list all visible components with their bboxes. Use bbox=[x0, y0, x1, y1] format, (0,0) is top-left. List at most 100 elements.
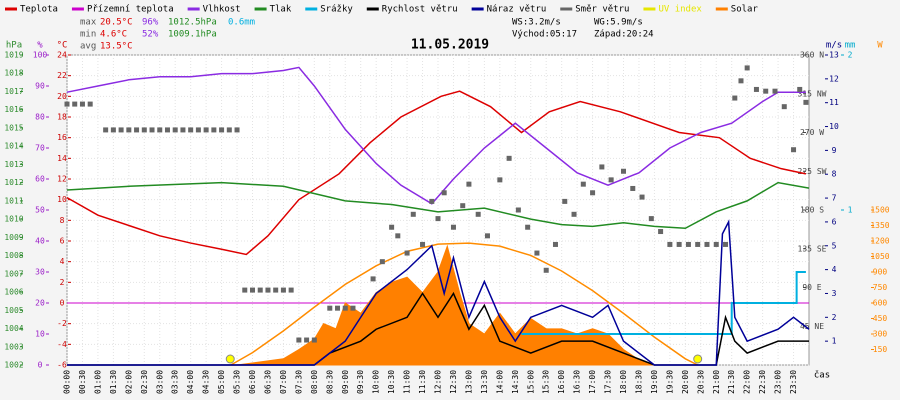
y-tick-label: 11 bbox=[829, 98, 839, 107]
direction-point bbox=[791, 147, 797, 153]
y-tick-label: 6 bbox=[832, 217, 837, 226]
direction-point bbox=[180, 127, 186, 133]
y-tick-label: -6 bbox=[57, 361, 67, 370]
legend-label: Vlhkost bbox=[203, 5, 241, 15]
direction-point bbox=[296, 337, 302, 343]
x-tick-label: 06:30 bbox=[263, 370, 272, 394]
x-tick-label: 21:00 bbox=[712, 370, 721, 394]
direction-point bbox=[257, 287, 263, 293]
stat-text: 1012.5hPa bbox=[168, 18, 217, 28]
legend-label: UV index bbox=[658, 5, 702, 15]
x-tick-label: 17:00 bbox=[588, 370, 597, 394]
y-tick-label: 1011 bbox=[4, 196, 23, 205]
y-tick-label: 12 bbox=[57, 175, 67, 184]
x-tick-label: 18:30 bbox=[634, 370, 643, 394]
x-tick-label: 22:00 bbox=[743, 370, 752, 394]
y-tick-label: 60 bbox=[35, 175, 45, 184]
direction-point bbox=[621, 168, 626, 174]
direction-point bbox=[203, 127, 209, 133]
x-tick-label: 19:00 bbox=[650, 370, 659, 394]
y-tick-label: 1002 bbox=[4, 361, 23, 370]
direction-point bbox=[164, 127, 170, 133]
direction-point bbox=[273, 287, 279, 293]
x-tick-label: 03:30 bbox=[171, 370, 180, 394]
direction-point bbox=[590, 190, 596, 196]
direction-point bbox=[149, 127, 155, 133]
legend-label: Náraz větru bbox=[487, 5, 547, 15]
y-tick-label: -4 bbox=[57, 340, 67, 349]
direction-point bbox=[157, 127, 163, 133]
x-tick-label: 15:00 bbox=[526, 370, 535, 394]
wind-stat: WS:3.2m/s bbox=[512, 18, 561, 28]
y-tick-label: 16 bbox=[57, 133, 67, 142]
x-tick-label: 05:00 bbox=[217, 370, 226, 394]
x-tick-label: 16:30 bbox=[573, 370, 582, 394]
y-tick-label: 1017 bbox=[4, 87, 23, 96]
y-tick-label: 750 bbox=[873, 283, 888, 292]
direction-point bbox=[695, 241, 701, 247]
x-tick-label: 08:30 bbox=[325, 370, 334, 394]
y-tick-label: 2 bbox=[60, 278, 65, 287]
x-tick-label: 19:30 bbox=[665, 370, 674, 394]
y-tick-label: 70 bbox=[35, 144, 45, 153]
direction-point bbox=[87, 101, 93, 107]
y-tick-label: 1014 bbox=[4, 142, 23, 151]
legend-label: Teplota bbox=[20, 5, 58, 15]
y-tick-label: 1 bbox=[832, 337, 837, 346]
x-tick-label: 03:00 bbox=[155, 370, 164, 394]
x-tick-label: 20:30 bbox=[696, 370, 705, 394]
direction-point bbox=[280, 287, 286, 293]
direction-point bbox=[410, 211, 416, 217]
x-tick-label: 04:00 bbox=[186, 370, 195, 394]
direction-point bbox=[441, 190, 447, 196]
x-tick-label: 07:00 bbox=[279, 370, 288, 394]
series-line bbox=[66, 181, 810, 229]
direction-point bbox=[110, 127, 116, 133]
y-tick-label: 20 bbox=[57, 92, 67, 101]
direction-point bbox=[195, 127, 201, 133]
y-tick-label: 1006 bbox=[4, 288, 23, 297]
direction-point bbox=[265, 287, 271, 293]
direction-point bbox=[379, 259, 385, 265]
y-tick-label: 1350 bbox=[870, 221, 889, 230]
y-tick-label: 1015 bbox=[4, 123, 23, 132]
direction-point bbox=[311, 337, 317, 343]
direction-point bbox=[667, 241, 673, 247]
wind-stat: Východ:05:17 bbox=[512, 30, 577, 40]
x-tick-label: 15:30 bbox=[542, 370, 551, 394]
stat-text: 13.5°C bbox=[100, 42, 133, 52]
direction-point bbox=[497, 177, 503, 183]
direction-point bbox=[79, 101, 85, 107]
direction-point bbox=[211, 127, 217, 133]
y-tick-label: 1005 bbox=[4, 306, 23, 315]
direction-point bbox=[429, 198, 435, 204]
x-tick-label: 10:00 bbox=[372, 370, 381, 394]
y-tick-label: 10 bbox=[829, 122, 839, 131]
stat-text: 96% bbox=[142, 18, 159, 28]
y-tick-label: 10 bbox=[57, 195, 67, 204]
direction-point bbox=[250, 287, 255, 293]
direction-point bbox=[803, 99, 809, 105]
direction-point bbox=[763, 88, 769, 94]
x-tick-label: 20:00 bbox=[681, 370, 690, 394]
x-tick-label: 09:30 bbox=[356, 370, 365, 394]
direction-point bbox=[288, 287, 294, 293]
x-tick-label: 01:30 bbox=[109, 370, 118, 394]
direction-point bbox=[395, 233, 401, 239]
axis-title: hPa bbox=[6, 41, 22, 51]
direction-point bbox=[484, 233, 490, 239]
y-tick-label: 1012 bbox=[4, 178, 23, 187]
axis-title: % bbox=[37, 41, 43, 51]
axis-title: W bbox=[877, 41, 883, 51]
x-tick-label: 08:00 bbox=[310, 370, 319, 394]
x-tick-label: 11:00 bbox=[403, 370, 412, 394]
series-line bbox=[67, 219, 810, 366]
y-tick-label: 2 bbox=[832, 313, 837, 322]
direction-point bbox=[685, 241, 691, 247]
direction-point bbox=[608, 177, 614, 183]
y-tick-label: 13 bbox=[829, 51, 839, 60]
y-tick-label: 1003 bbox=[4, 342, 23, 351]
y-tick-label: 1 bbox=[848, 206, 853, 215]
direction-point bbox=[515, 207, 521, 213]
x-tick-label: 05:30 bbox=[233, 370, 242, 394]
